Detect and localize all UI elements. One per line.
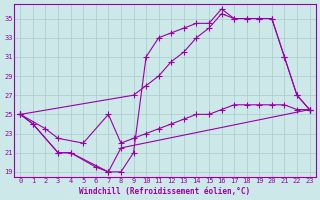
X-axis label: Windchill (Refroidissement éolien,°C): Windchill (Refroidissement éolien,°C) (79, 187, 251, 196)
